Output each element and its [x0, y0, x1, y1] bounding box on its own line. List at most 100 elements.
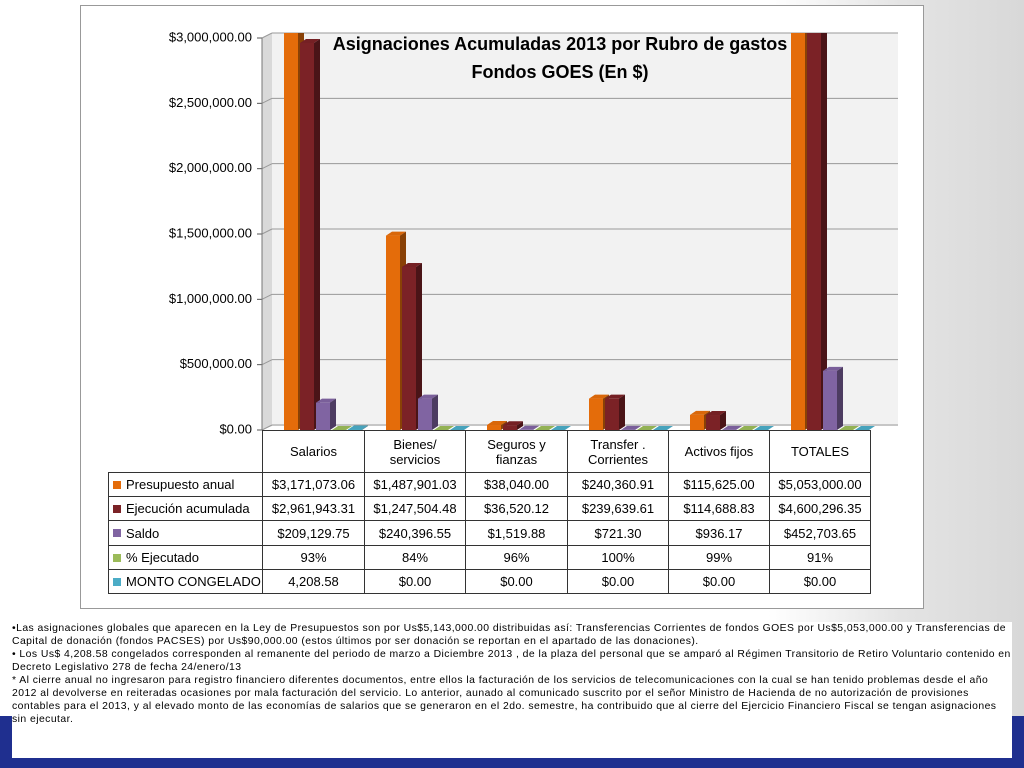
y-tick-label: $3,000,000.00 — [169, 29, 252, 44]
value-label: $36,520.12 — [465, 496, 568, 521]
value-label: $2,961,943.31 — [262, 496, 365, 521]
legend-label: Saldo — [126, 525, 160, 541]
value-label: $721.30 — [567, 520, 669, 546]
legend-entry: Ejecución acumulada — [108, 496, 263, 521]
value-label: 91% — [769, 545, 871, 570]
legend-swatch — [113, 553, 121, 562]
legend-label: Ejecución acumulada — [126, 501, 250, 516]
bar — [348, 429, 362, 430]
x-tick-label: Bienes/ servicios — [364, 430, 466, 473]
bar — [605, 398, 619, 430]
bar-side — [853, 425, 859, 430]
grid-line-side — [261, 424, 273, 431]
value-label: 93% — [262, 545, 365, 570]
bar-top — [434, 425, 454, 430]
bar-top — [535, 425, 555, 430]
bar-top — [621, 425, 641, 430]
bar-top — [738, 425, 758, 430]
value-label: $240,360.91 — [567, 472, 669, 497]
bar — [386, 235, 400, 430]
bar-side — [736, 425, 742, 430]
grid-line-side — [261, 293, 273, 300]
legend-swatch — [113, 504, 121, 513]
value-label: $0.00 — [567, 569, 669, 594]
bar-side — [314, 38, 320, 430]
bar-top — [284, 12, 304, 16]
legend-swatch — [113, 577, 121, 586]
bar-top — [690, 410, 710, 415]
legend-entry: Saldo — [108, 520, 263, 546]
bar-top — [589, 394, 609, 399]
value-label: $4,600,296.35 — [769, 496, 871, 521]
value-label: 100% — [567, 545, 669, 570]
legend-entry: Presupuesto anual — [108, 472, 263, 497]
bar-top — [637, 425, 657, 430]
y-tick-label: $2,000,000.00 — [169, 160, 252, 175]
bar-top — [839, 425, 859, 430]
value-label: $0.00 — [668, 569, 770, 594]
x-tick-label: TOTALES — [769, 430, 871, 473]
bar — [706, 415, 720, 430]
bar — [316, 402, 330, 430]
value-label: 99% — [668, 545, 770, 570]
chart-title: Asignaciones Acumuladas 2013 por Rubro d… — [333, 34, 787, 54]
bar-side — [416, 262, 422, 430]
x-tick-label: Transfer . Corrientes — [567, 430, 669, 473]
value-label: $3,171,073.06 — [262, 472, 365, 497]
bar-side — [549, 425, 555, 430]
grid-line-side — [261, 359, 273, 366]
x-tick-label: Activos fijos — [668, 430, 770, 473]
bar — [418, 398, 432, 430]
bar-side — [837, 366, 843, 430]
x-tick-label: Salarios — [262, 430, 365, 473]
bar-top — [722, 425, 742, 430]
legend-swatch — [113, 529, 121, 537]
bar-top — [503, 421, 523, 426]
bar-top — [300, 38, 320, 43]
bar-side — [720, 411, 726, 430]
bar-top — [487, 421, 507, 426]
value-label: $114,688.83 — [668, 496, 770, 521]
bar-top — [653, 426, 673, 430]
value-label: 84% — [364, 545, 466, 570]
value-label: $452,703.65 — [769, 520, 871, 546]
value-label: $1,487,901.03 — [364, 472, 466, 497]
bar-top — [316, 398, 336, 403]
notes: •Las asignaciones globales que aparecen … — [12, 622, 1012, 758]
bar-side — [346, 425, 352, 430]
legend-label: MONTO CONGELADO — [126, 574, 261, 589]
value-label: $936.17 — [668, 520, 770, 546]
bar-side — [651, 425, 657, 430]
bar-side — [752, 425, 758, 430]
bar — [823, 370, 837, 430]
value-label: $0.00 — [465, 569, 568, 594]
bar-top — [519, 425, 539, 430]
grid-line-side — [261, 163, 273, 170]
value-label: $115,625.00 — [668, 472, 770, 497]
x-tick-label: Seguros y fianzas — [465, 430, 568, 473]
bar — [690, 414, 704, 430]
bar-top — [754, 426, 774, 430]
bar — [284, 33, 298, 430]
note: • Los Us$ 4,208.58 congelados correspond… — [12, 649, 1011, 673]
value-label: $0.00 — [364, 569, 466, 594]
bar-side — [330, 398, 336, 430]
bar-side — [517, 421, 523, 430]
note: * Al cierre anual no ingresaron para reg… — [12, 675, 997, 725]
grid-line-side — [261, 97, 273, 104]
legend-entry: MONTO CONGELADO — [108, 569, 263, 594]
bar-top — [706, 411, 726, 416]
bar-side — [619, 394, 625, 430]
value-label: 4,208.58 — [262, 569, 365, 594]
bar-top — [386, 231, 406, 236]
bar — [487, 425, 501, 430]
bar-top — [605, 394, 625, 399]
bar-top — [551, 426, 571, 430]
value-label: $209,129.75 — [262, 520, 365, 546]
grid-line-side — [261, 228, 273, 235]
legend-entry: % Ejecutado — [108, 545, 263, 570]
bar-top — [450, 426, 470, 430]
bar-top — [823, 366, 843, 371]
legend-swatch — [113, 480, 121, 489]
